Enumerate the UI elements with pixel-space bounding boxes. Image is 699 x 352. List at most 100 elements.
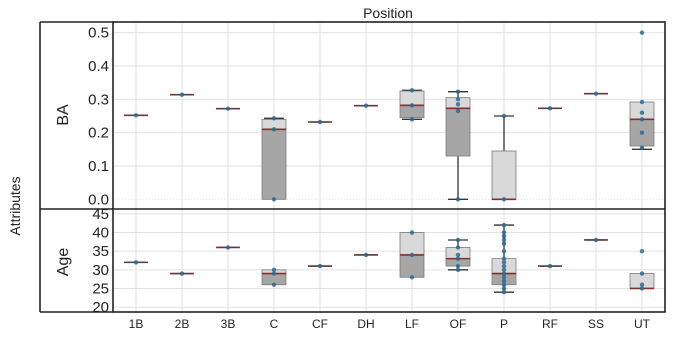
data-point — [639, 30, 645, 35]
data-point — [455, 89, 461, 94]
data-point — [501, 230, 507, 235]
y-tick-label: 35 — [92, 243, 109, 260]
data-point — [639, 271, 645, 276]
y-axis-label: Attributes — [7, 176, 23, 235]
data-point — [501, 237, 507, 243]
data-point — [179, 271, 185, 276]
data-point — [225, 245, 231, 250]
data-point — [409, 117, 415, 122]
data-point — [317, 119, 323, 125]
x-tick-label: C — [270, 317, 279, 331]
data-point — [501, 248, 507, 254]
data-point — [501, 256, 507, 261]
data-point — [455, 252, 461, 258]
data-point — [501, 267, 507, 273]
data-point — [639, 99, 645, 105]
x-tick-label: LF — [405, 317, 419, 331]
data-point — [271, 282, 277, 287]
y-tick-label: 40 — [92, 225, 109, 242]
data-point — [455, 102, 461, 107]
data-point — [593, 237, 599, 243]
data-point — [409, 252, 415, 258]
data-point — [363, 103, 369, 108]
box-upper-LF — [399, 232, 425, 256]
data-point — [639, 286, 645, 291]
data-point — [455, 245, 461, 250]
data-point — [409, 275, 415, 280]
data-point — [639, 130, 645, 135]
data-point — [271, 197, 277, 202]
data-point — [271, 267, 277, 273]
data-point — [639, 110, 645, 115]
data-point — [455, 256, 461, 261]
data-point — [639, 117, 645, 122]
data-point — [501, 241, 507, 246]
data-point — [455, 197, 461, 202]
x-tick-label: 3B — [221, 317, 236, 331]
x-tick-label: 2B — [175, 317, 190, 331]
data-point — [179, 92, 185, 97]
data-point — [455, 237, 461, 243]
plot-frame — [112, 21, 666, 313]
data-point — [547, 263, 553, 269]
data-point — [501, 263, 507, 269]
data-point — [639, 248, 645, 254]
data-point — [547, 106, 553, 111]
x-tick-label: OF — [450, 317, 467, 331]
data-point — [501, 234, 507, 239]
data-point — [409, 103, 415, 108]
data-point — [455, 97, 461, 102]
y-tick-label: 0.3 — [88, 91, 109, 108]
data-point — [271, 116, 277, 121]
data-point — [501, 197, 507, 202]
x-tick-label: 1B — [129, 317, 144, 331]
data-point — [133, 260, 139, 265]
box-upper-P — [491, 150, 517, 200]
data-point — [455, 267, 461, 273]
x-tick-label: SS — [588, 317, 604, 331]
y-tick-label: 45 — [92, 206, 109, 223]
x-tick-label: RF — [542, 317, 558, 331]
data-point — [639, 145, 645, 150]
chart-title: Position — [363, 5, 413, 21]
data-point — [501, 282, 507, 287]
y-tick-label: 20 — [92, 299, 109, 316]
data-point — [409, 230, 415, 235]
y-tick-label: 30 — [92, 262, 109, 279]
box-lower-C — [261, 128, 287, 200]
data-point — [363, 252, 369, 258]
box-lower-LF — [399, 254, 425, 278]
data-point — [271, 271, 277, 276]
y-tick-label: 0.2 — [88, 125, 109, 142]
data-point — [501, 275, 507, 280]
data-point — [317, 263, 323, 269]
box-lower-OF — [445, 107, 471, 157]
data-point — [133, 113, 139, 118]
y-tick-label: 0.1 — [88, 158, 109, 175]
data-point — [501, 290, 507, 295]
data-point — [501, 286, 507, 291]
data-point — [501, 278, 507, 284]
data-point — [501, 260, 507, 265]
data-point — [409, 88, 415, 93]
data-point — [501, 113, 507, 119]
y-tick-label: 0.4 — [88, 58, 109, 75]
x-tick-label: CF — [312, 317, 328, 331]
y-tick-label: 0.0 — [88, 191, 109, 208]
x-tick-label: P — [500, 317, 508, 331]
data-point — [225, 106, 231, 111]
data-point — [501, 271, 507, 276]
data-point — [593, 91, 599, 96]
y-tick-label: 0.5 — [88, 25, 109, 42]
data-point — [455, 108, 461, 114]
data-point — [455, 263, 461, 269]
y-tick-label: 25 — [92, 280, 109, 297]
x-tick-label: UT — [634, 317, 651, 331]
data-point — [501, 222, 507, 228]
panel-label: Age — [55, 248, 72, 277]
panel-label: BA — [55, 104, 72, 126]
data-point — [271, 127, 277, 132]
x-tick-label: DH — [357, 317, 374, 331]
